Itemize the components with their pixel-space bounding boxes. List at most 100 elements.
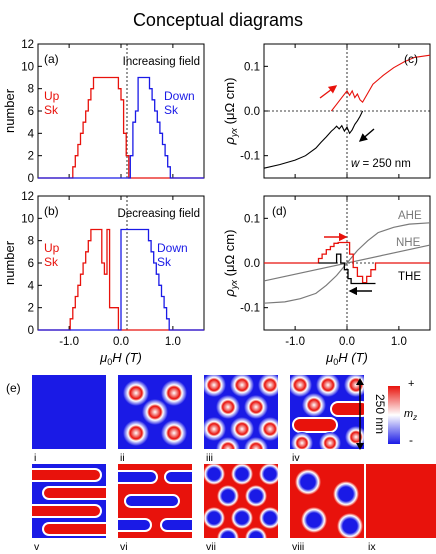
panel-d: -0.1 0.0 0.1 -1.0 0.0 1.0 (d) AHE NHE THE ρy…	[222, 195, 431, 367]
stripe-domain	[126, 496, 178, 506]
colorbar-top: +	[408, 378, 414, 390]
skyrmion	[244, 395, 268, 419]
stripe-domain	[32, 506, 100, 516]
xtick-label: 0.0	[339, 336, 355, 348]
panel-b-ylabel: number	[2, 240, 17, 285]
panel-c-ylabel: ρyx (μΩ cm)	[222, 78, 239, 146]
ytick-label: 0.1	[244, 61, 260, 73]
ytick-label: 4	[28, 280, 35, 292]
panel-a-note: Increasing field	[123, 56, 200, 68]
panel-a-down-label-1: Down	[164, 89, 195, 103]
panel-c-red-line	[330, 54, 431, 112]
skyrmion	[123, 420, 149, 446]
skyrmion	[204, 417, 226, 441]
skyrmion	[217, 485, 239, 507]
panel-b-note: Decreasing field	[118, 208, 200, 220]
skyrmion	[123, 380, 149, 406]
stripe-domain	[32, 470, 100, 480]
stripe-domain	[118, 472, 156, 482]
colorbar-bottom: -	[409, 433, 413, 447]
skyrmion	[230, 417, 254, 441]
xtick-label: -1.0	[59, 336, 79, 348]
panel-b-up-line	[38, 228, 204, 331]
panel-a-up-line	[38, 76, 204, 179]
skyrmion	[319, 432, 341, 449]
panel-a: 0 2 4 6 8 10 12 (a) Increasing field Up Sk Dow…	[2, 39, 205, 185]
tile-label: vii	[206, 541, 216, 553]
skyrmion	[258, 375, 278, 397]
tile-label: i	[34, 452, 36, 464]
panel-a-up-label-1: Up	[44, 89, 60, 103]
skyrmion	[161, 420, 187, 446]
panel-c-black-arrow	[358, 128, 375, 142]
skyrmion	[259, 464, 278, 485]
skyrmion	[245, 485, 267, 507]
stripe-domain	[118, 520, 150, 530]
ytick-label: 6	[28, 258, 34, 270]
panel-d-legend-nhe: NHE	[396, 237, 421, 249]
stripe-domain	[294, 419, 336, 431]
panel-b-xlabel: μ0H (T)	[99, 350, 142, 367]
skyrmion	[258, 417, 278, 441]
skyrmion	[216, 395, 240, 419]
skyrmion	[204, 464, 225, 485]
panel-d-the-black-line	[318, 253, 376, 285]
panel-a-ylabel: number	[2, 88, 17, 133]
xtick-label: 1.0	[391, 336, 407, 348]
colorbar	[388, 386, 400, 444]
skyrmion	[345, 426, 364, 448]
stripe-domain	[44, 488, 106, 498]
panel-b-down-label-1: Down	[157, 241, 188, 255]
panel-a-label: (a)	[44, 52, 59, 66]
ytick-label: 0.0	[244, 106, 260, 118]
ytick-label: 8	[28, 236, 34, 248]
skyrmion	[301, 507, 327, 533]
tile-1: i	[32, 375, 106, 464]
ytick-label: 0	[28, 325, 34, 337]
skyrmion	[230, 375, 254, 397]
skyrmion	[231, 464, 253, 485]
tile-label: ix	[368, 541, 376, 553]
tile-label: iv	[292, 452, 300, 464]
skyrmion	[142, 399, 168, 425]
panel-b-up-label-1: Up	[44, 241, 60, 255]
skyrmion	[217, 527, 239, 538]
ytick-label: -0.1	[240, 151, 260, 163]
panel-c-label: (c)	[404, 52, 418, 66]
xtick-label: 0.0	[113, 336, 129, 348]
xtick-label: 1.0	[165, 336, 181, 348]
panel-d-ylabel: ρyx (μΩ cm)	[222, 230, 239, 298]
ytick-label: 12	[21, 191, 34, 203]
ytick-label: -0.1	[240, 303, 260, 315]
skyrmion	[204, 375, 226, 397]
ytick-label: 2	[28, 151, 34, 163]
panel-d-xlabel: μ0H (T)	[325, 350, 368, 367]
skyrmion	[216, 437, 240, 449]
panel-a-down-label-2: Sk	[164, 103, 179, 117]
tile-4: iv	[290, 375, 364, 464]
stripe-domain	[166, 472, 192, 482]
skyrmion	[161, 380, 187, 406]
skyrmion	[302, 393, 326, 417]
ytick-label: 2	[28, 303, 34, 315]
ytick-label: 8	[28, 84, 34, 96]
panel-a-down-line	[38, 76, 204, 179]
skyrmion	[333, 481, 359, 507]
ytick-label: 12	[21, 39, 34, 51]
tile-9: ix	[366, 464, 436, 553]
panel-d-legend-ahe: AHE	[398, 210, 422, 222]
skyrmion	[244, 437, 268, 449]
panel-d-nhe-line	[263, 244, 431, 282]
panel-e: (e) i ii iii ivv vi vii viii ix 250 nm + - mz	[6, 375, 436, 553]
panel-d-label: (d)	[272, 204, 287, 218]
tile-3: iii	[204, 375, 278, 464]
panel-e-label: (e)	[6, 381, 21, 395]
ytick-label: 10	[21, 213, 34, 225]
stripe-domain	[332, 403, 364, 415]
tile-label: iii	[206, 452, 213, 464]
tile-5: v	[32, 464, 106, 553]
skyrmion	[295, 469, 321, 495]
panel-b-down-label-2: Sk	[157, 255, 172, 269]
figure-title: Conceptual diagrams	[133, 10, 303, 30]
